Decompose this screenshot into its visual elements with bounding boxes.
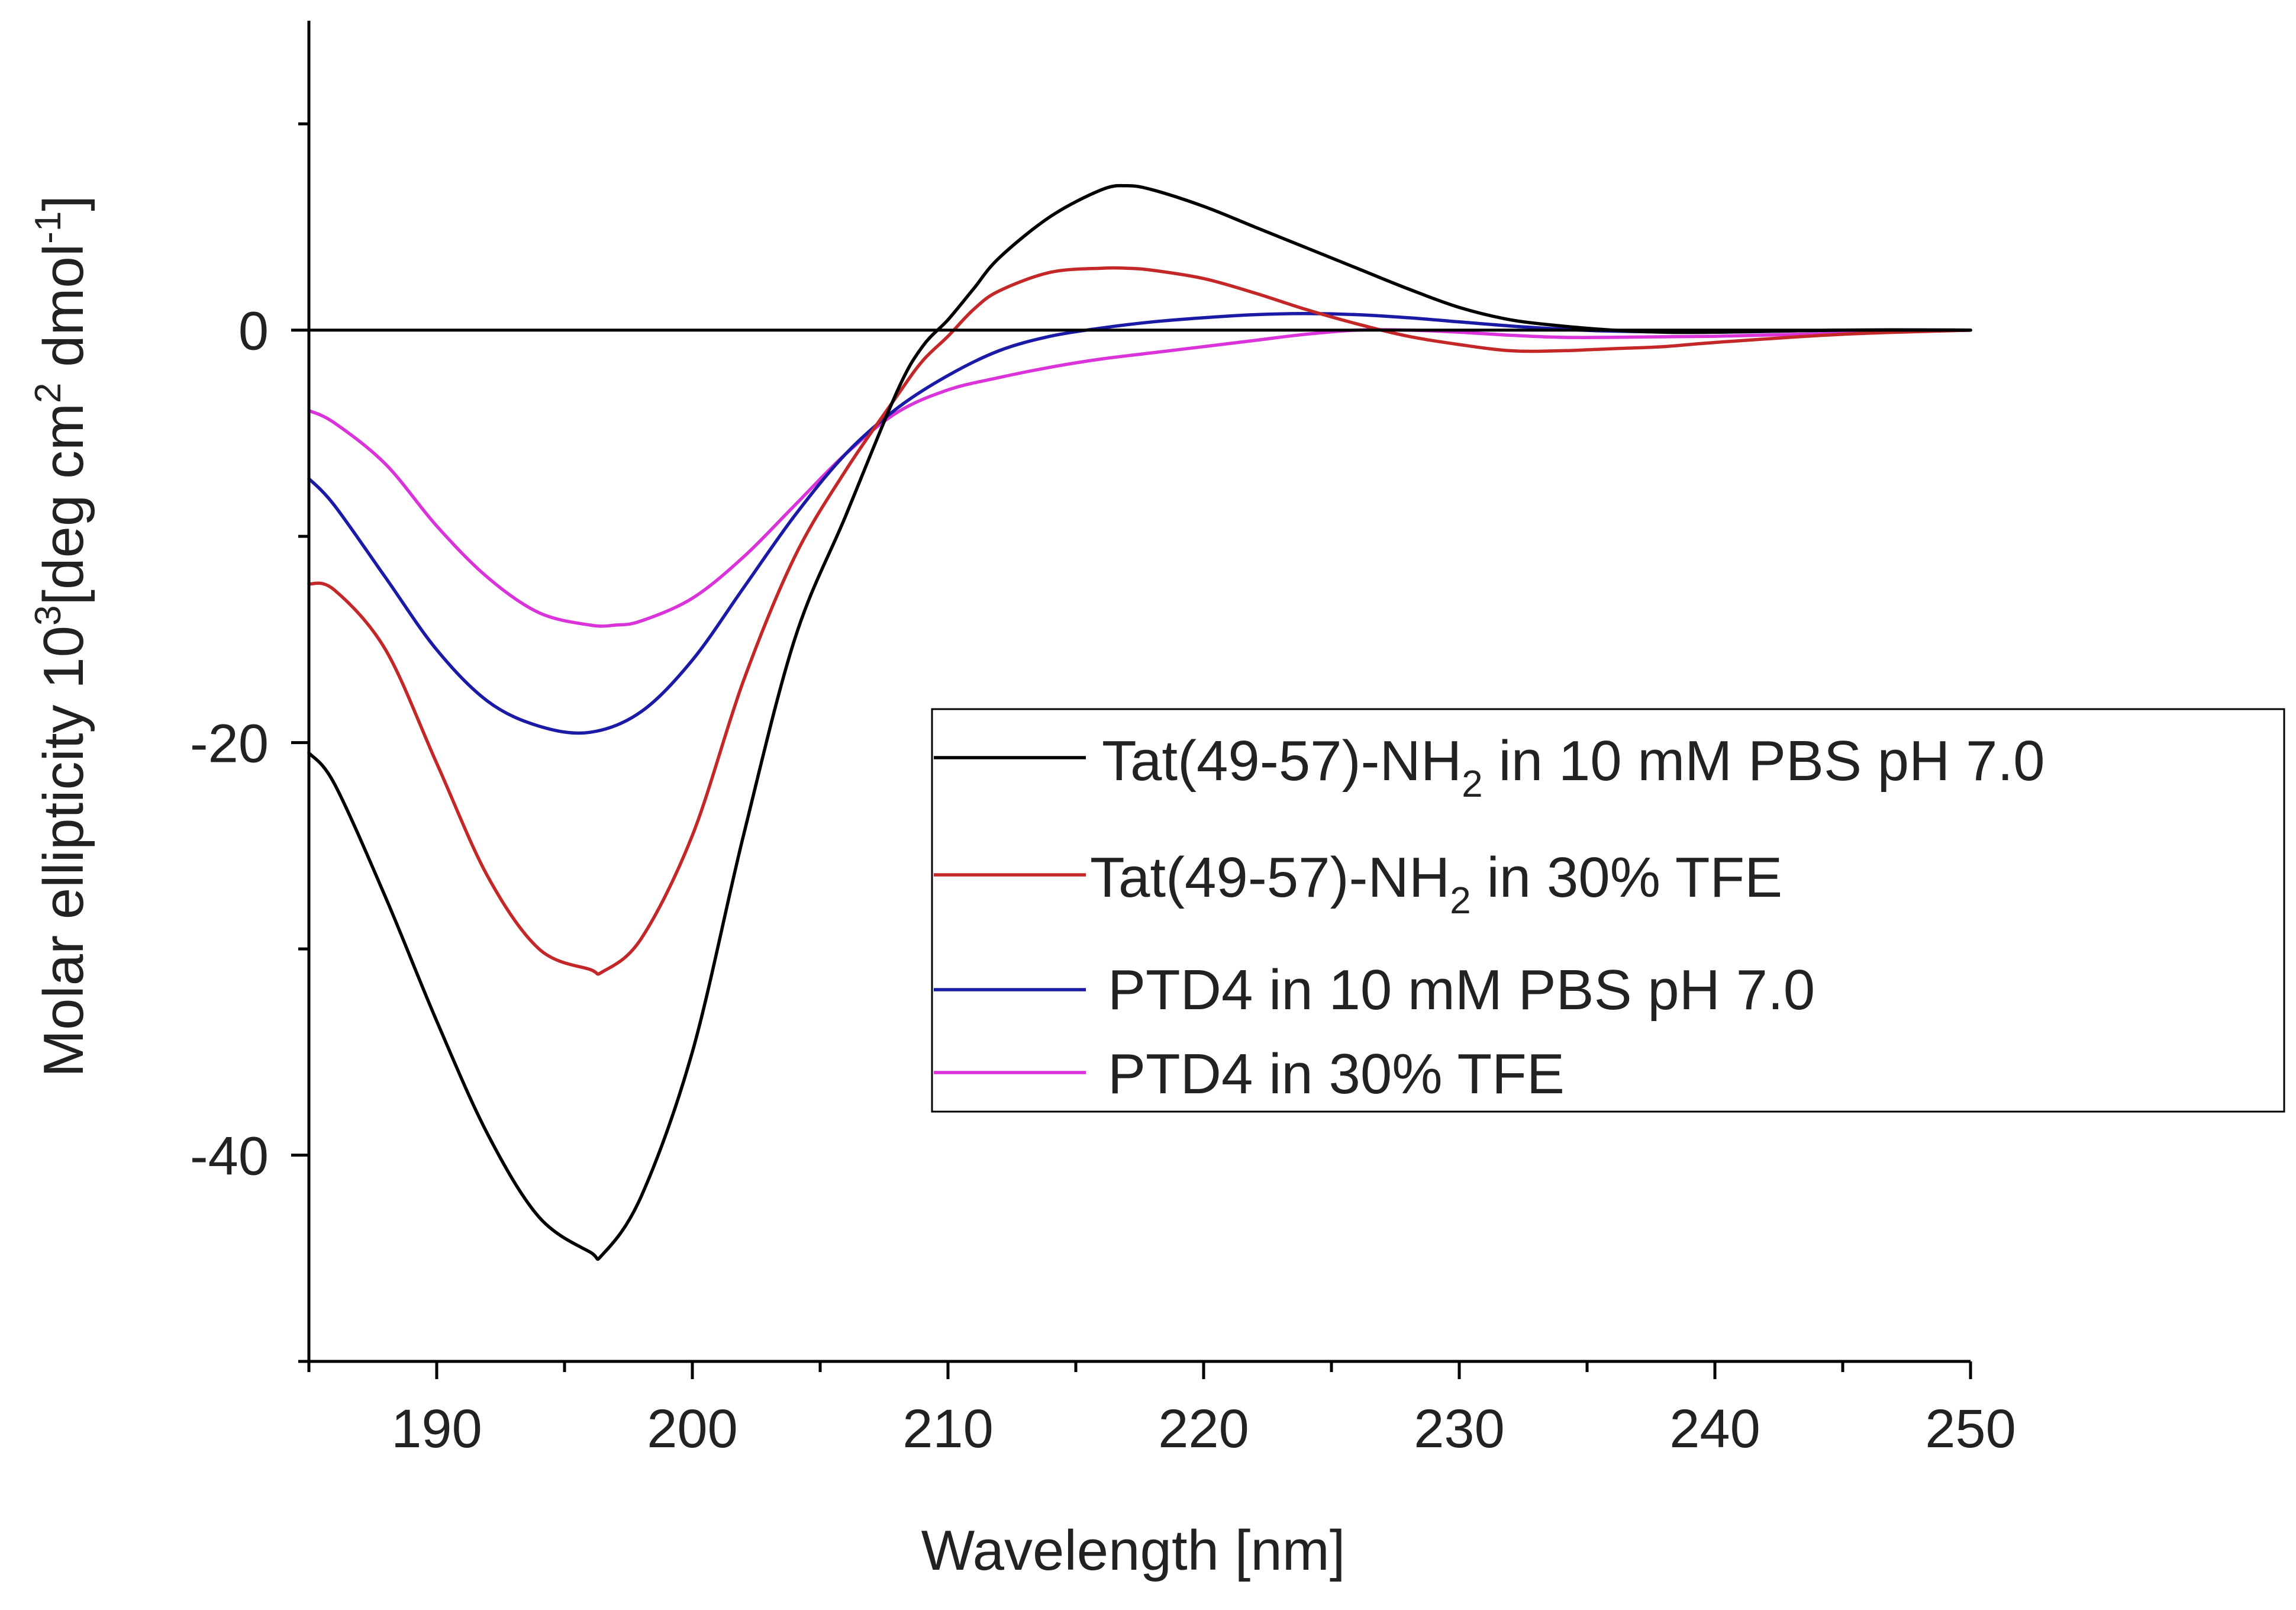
legend-label-tat-tfe-rest: in 30% TFE <box>1471 846 1782 909</box>
legend-box <box>931 708 2285 1113</box>
y-tick-label--40: -40 <box>190 1126 269 1187</box>
axes-layer <box>307 21 1971 1363</box>
y-axis-title: Molar ellipticity 103[deg cm2 dmol-1] <box>28 195 95 1077</box>
legend-label-ptd4-pbs: PTD4 in 10 mM PBS pH 7.0 <box>1108 958 1815 1022</box>
legend-label-tat-tfe: Tat(49-57)-NH2 in 30% TFE <box>1090 846 1782 922</box>
legend-label-tat-tfe-main: Tat(49-57)-NH <box>1090 846 1450 909</box>
y-tick-label--20: -20 <box>190 714 269 774</box>
legend-label-tat-pbs-rest: in 10 mM PBS pH 7.0 <box>1483 729 2045 793</box>
legend-label-ptd4-tfe: PTD4 in 30% TFE <box>1108 1042 1565 1106</box>
y-axis-title-mid2: dmol <box>32 244 95 383</box>
x-tick-label-190: 190 <box>391 1399 482 1459</box>
legend-label-tat-pbs-main: Tat(49-57)-NH <box>1102 729 1462 793</box>
series-line-tat-pbs <box>307 183 1972 1261</box>
legend-label-tat-pbs-sub: 2 <box>1462 762 1483 805</box>
series-line-ptd4-tfe <box>307 328 1972 628</box>
x-tick-label-240: 240 <box>1669 1399 1760 1459</box>
x-tick-label-230: 230 <box>1414 1399 1505 1459</box>
y-axis-title-exp2: 2 <box>28 383 69 403</box>
x-tick-label-250: 250 <box>1925 1399 2016 1459</box>
x-tick-label-220: 220 <box>1158 1399 1249 1459</box>
legend: Tat(49-57)-NH2 in 10 mM PBS pH 7.0 Tat(4… <box>931 708 2285 1113</box>
series-line-tat-tfe <box>307 266 1972 976</box>
x-tick-label-200: 200 <box>647 1399 738 1459</box>
y-axis-title-exp3: -1 <box>28 211 69 244</box>
ticks-layer: 190 200 210 220 230 240 250 -40 -20 0 <box>190 122 2016 1459</box>
y-axis-title-mid1: [deg cm <box>32 403 95 605</box>
legend-label-tat-pbs: Tat(49-57)-NH2 in 10 mM PBS pH 7.0 <box>1102 729 2045 805</box>
y-tick-label-0: 0 <box>238 301 269 362</box>
y-axis-title-suffix: ] <box>32 195 95 211</box>
y-axis-title-prefix: Molar ellipticity 10 <box>32 626 95 1077</box>
x-axis-title: Wavelength [nm] <box>921 1519 1346 1582</box>
legend-label-tat-tfe-sub: 2 <box>1450 879 1471 922</box>
y-axis-title-exp1: 3 <box>28 606 69 626</box>
series-line-ptd4-pbs <box>307 312 1972 735</box>
x-tick-label-210: 210 <box>902 1399 994 1459</box>
